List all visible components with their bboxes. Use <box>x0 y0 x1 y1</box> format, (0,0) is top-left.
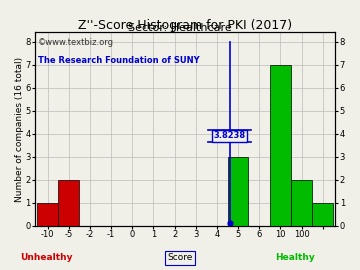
Bar <box>291 180 312 226</box>
Text: Score: Score <box>167 254 193 262</box>
Title: Z''-Score Histogram for PKI (2017): Z''-Score Histogram for PKI (2017) <box>78 19 292 32</box>
Text: The Research Foundation of SUNY: The Research Foundation of SUNY <box>38 56 199 65</box>
Text: 3.8238: 3.8238 <box>213 131 246 140</box>
Bar <box>312 202 333 226</box>
Text: Unhealthy: Unhealthy <box>21 254 73 262</box>
Bar <box>228 157 248 226</box>
Text: Healthy: Healthy <box>275 254 315 262</box>
Text: ©www.textbiz.org: ©www.textbiz.org <box>38 38 114 47</box>
Bar <box>270 65 291 226</box>
Text: Sector: Healthcare: Sector: Healthcare <box>128 23 232 33</box>
Bar <box>58 180 79 226</box>
Y-axis label: Number of companies (16 total): Number of companies (16 total) <box>15 56 24 202</box>
Bar <box>37 202 58 226</box>
